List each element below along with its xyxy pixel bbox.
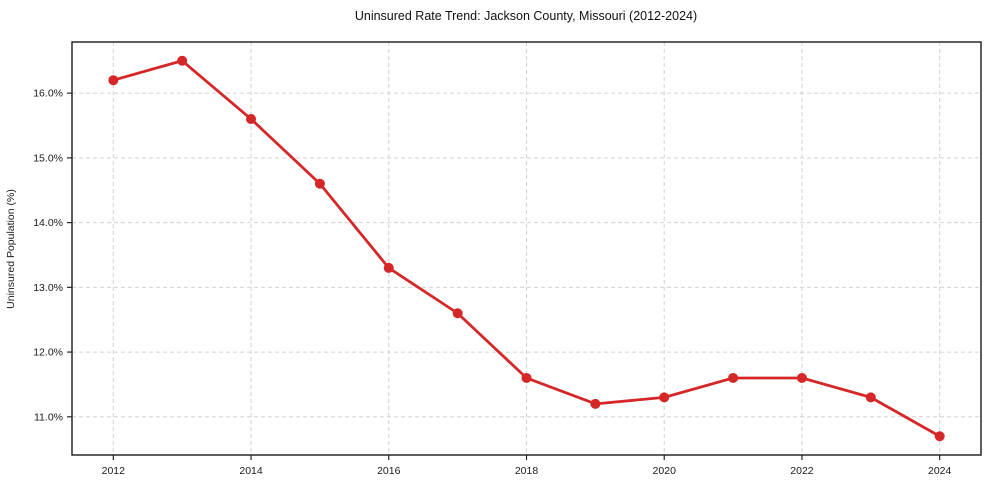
data-point [590,398,601,409]
data-point [177,55,188,66]
data-point [728,372,739,383]
data-point [452,308,463,319]
x-tick-label: 2018 [515,465,539,477]
x-tick-label: 2014 [239,465,263,477]
y-tick-label: 13.0% [33,282,63,294]
data-point [659,392,670,403]
y-tick-label: 12.0% [33,347,63,359]
y-axis-label: Uninsured Population (%) [5,189,17,309]
chart-title: Uninsured Rate Trend: Jackson County, Mi… [355,9,697,23]
y-tick-label: 15.0% [33,152,63,164]
data-point [934,431,945,442]
x-tick-label: 2022 [790,465,814,477]
data-point [108,75,119,86]
y-tick-label: 14.0% [33,217,63,229]
data-point [383,262,394,273]
data-point [796,372,807,383]
y-tick-label: 16.0% [33,88,63,100]
x-tick-label: 2020 [653,465,677,477]
plot-border [71,41,982,456]
x-tick-label: 2012 [102,465,126,477]
data-point [521,372,532,383]
data-point [246,114,257,125]
x-tick-label: 2016 [377,465,401,477]
data-point [865,392,876,403]
y-tick-label: 11.0% [34,411,63,423]
x-tick-label: 2024 [928,465,952,477]
plot-area: 2012 2014 2016 2018 2020 2022 2024 11.0% 12.0% 13… [33,41,982,477]
data-point [314,178,325,189]
